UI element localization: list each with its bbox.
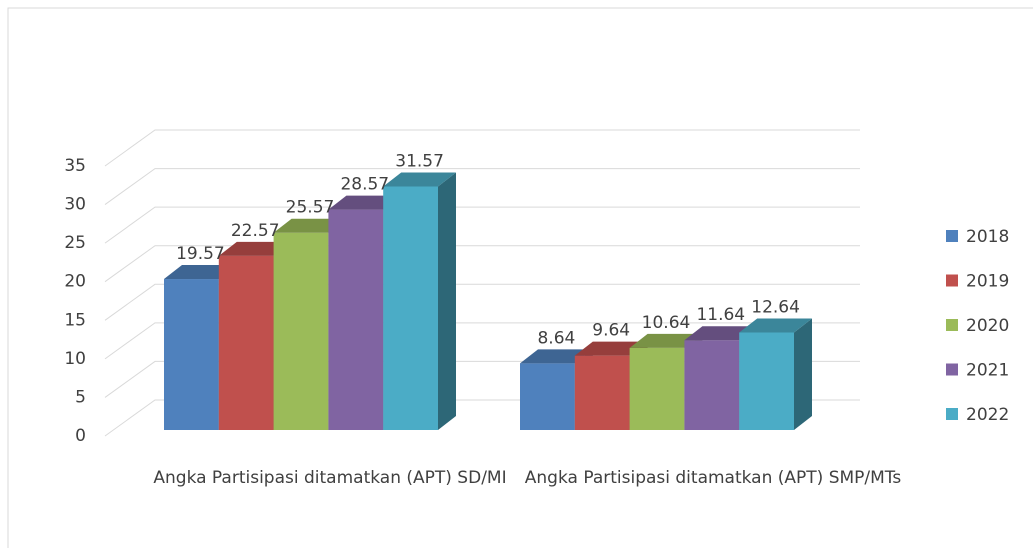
bar-front bbox=[383, 186, 438, 430]
grid-line bbox=[104, 168, 860, 205]
bar-top bbox=[383, 172, 456, 187]
bar-top bbox=[629, 333, 703, 348]
bar-top bbox=[273, 218, 347, 233]
y-tick-label: 15 bbox=[64, 310, 86, 330]
bar-top bbox=[218, 241, 292, 256]
bar-front bbox=[328, 209, 384, 430]
legend-label: 2018 bbox=[966, 227, 1009, 247]
y-tick-label: 30 bbox=[64, 195, 86, 215]
bar-top bbox=[739, 318, 812, 333]
value-label: 11.64 bbox=[696, 305, 745, 325]
value-label: 28.57 bbox=[340, 175, 389, 195]
legend-swatch bbox=[946, 408, 958, 420]
grid-line bbox=[104, 206, 860, 244]
chart-border bbox=[7, 7, 1033, 548]
y-tick-label: 0 bbox=[75, 426, 86, 446]
bar-front bbox=[218, 255, 274, 430]
x-tick-label: Angka Partisipasi ditamatkan (APT) SMP/M… bbox=[524, 468, 902, 488]
y-tick-label: 5 bbox=[75, 387, 86, 407]
bar-top bbox=[520, 349, 593, 364]
bar bbox=[383, 172, 456, 430]
value-label: 8.64 bbox=[537, 328, 575, 348]
legend-swatch bbox=[946, 274, 958, 287]
bar-top bbox=[684, 326, 758, 341]
bar-front bbox=[684, 340, 740, 430]
legend-swatch bbox=[946, 319, 958, 331]
value-label: 19.57 bbox=[176, 244, 225, 264]
bar-front bbox=[574, 355, 630, 430]
value-label: 12.64 bbox=[751, 297, 800, 317]
value-label: 25.57 bbox=[286, 198, 335, 218]
legend-swatch bbox=[946, 230, 958, 242]
grid-line bbox=[104, 129, 860, 167]
value-label: 22.57 bbox=[231, 221, 280, 241]
bar-side bbox=[794, 318, 812, 430]
bar-top bbox=[328, 195, 402, 210]
y-tick-label: 35 bbox=[64, 156, 86, 176]
grid-line bbox=[104, 283, 860, 321]
bar-top bbox=[574, 341, 648, 356]
bar-side bbox=[438, 172, 456, 430]
bar bbox=[739, 318, 812, 430]
value-label: 9.64 bbox=[592, 321, 630, 341]
grid-line bbox=[104, 322, 860, 360]
bar-front bbox=[520, 363, 575, 430]
legend-swatch bbox=[946, 363, 958, 376]
value-label: 31.57 bbox=[395, 151, 444, 171]
x-tick-label: Angka Partisipasi ditamatkan (APT) SD/MI bbox=[153, 468, 507, 488]
y-tick-label: 25 bbox=[64, 233, 86, 253]
y-tick-label: 10 bbox=[64, 349, 86, 369]
legend-label: 2019 bbox=[966, 272, 1009, 292]
bar-front bbox=[273, 232, 329, 430]
value-label: 10.64 bbox=[642, 313, 691, 333]
legend-label: 2021 bbox=[966, 361, 1009, 381]
legend-label: 2020 bbox=[966, 316, 1009, 336]
bar-front bbox=[739, 332, 794, 430]
bar-front bbox=[629, 347, 685, 430]
grid-line bbox=[104, 245, 860, 283]
y-tick-label: 20 bbox=[64, 272, 86, 292]
bar-front bbox=[164, 279, 219, 430]
legend-label: 2022 bbox=[966, 405, 1009, 425]
bar-top bbox=[164, 265, 237, 280]
